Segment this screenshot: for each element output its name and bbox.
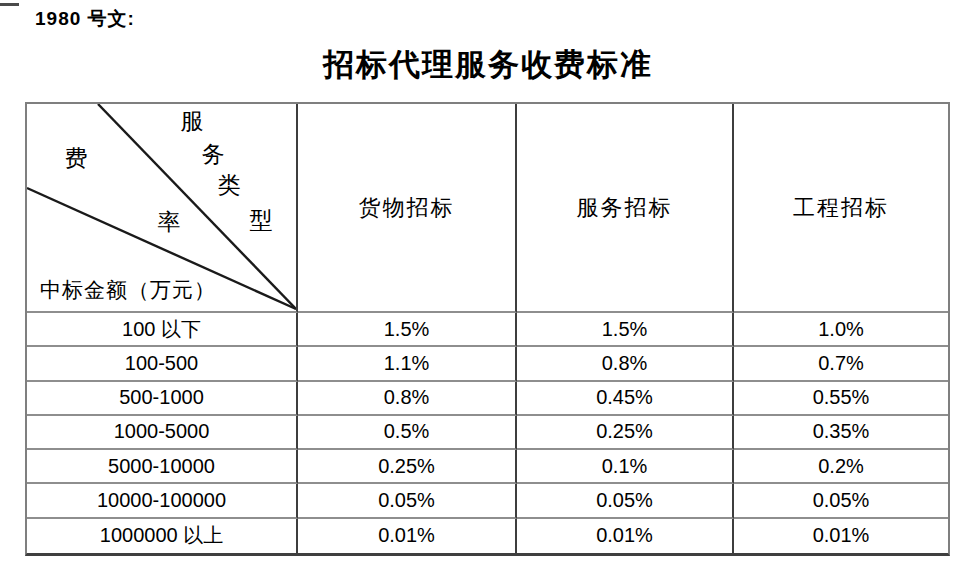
- corner-label-service-type-char: 类: [218, 174, 241, 197]
- amount-range-cell: 1000000 以上: [27, 519, 298, 553]
- works-rate-cell: 0.7%: [734, 347, 948, 381]
- amount-range-cell: 5000-10000: [27, 450, 298, 484]
- amount-range-cell: 100-500: [27, 347, 298, 381]
- column-header-works: 工程招标: [734, 104, 948, 313]
- page-edge-artifact: [0, 3, 19, 6]
- service-rate-cell: 0.1%: [517, 450, 734, 484]
- goods-rate-cell: 0.5%: [298, 416, 517, 450]
- goods-rate-cell: 1.5%: [298, 313, 517, 347]
- corner-label-fee-rate-char: 率: [158, 211, 181, 234]
- service-rate-cell: 0.25%: [517, 416, 734, 450]
- corner-label-fee-rate-char: 费: [65, 147, 88, 170]
- works-rate-cell: 0.2%: [734, 450, 948, 484]
- service-rate-cell: 0.45%: [517, 382, 734, 416]
- goods-rate-cell: 0.25%: [298, 450, 517, 484]
- works-rate-cell: 1.0%: [734, 313, 948, 347]
- works-rate-cell: 0.05%: [734, 484, 948, 518]
- service-rate-cell: 0.8%: [517, 347, 734, 381]
- corner-label-service-type-char: 服: [181, 110, 204, 133]
- goods-rate-cell: 1.1%: [298, 347, 517, 381]
- column-header-goods: 货物招标: [298, 104, 517, 313]
- column-header-service: 服务招标: [517, 104, 734, 313]
- amount-range-cell: 500-1000: [27, 382, 298, 416]
- page-title: 招标代理服务收费标准: [0, 44, 976, 86]
- corner-header-cell: 服 务 类 型 费 率 中标金额（万元）: [27, 104, 298, 313]
- service-rate-cell: 0.05%: [517, 484, 734, 518]
- works-rate-cell: 0.55%: [734, 382, 948, 416]
- goods-rate-cell: 0.8%: [298, 382, 517, 416]
- service-rate-cell: 0.01%: [517, 519, 734, 553]
- doc-number: 1980 号文:: [35, 6, 135, 32]
- works-rate-cell: 0.35%: [734, 416, 948, 450]
- works-rate-cell: 0.01%: [734, 519, 948, 553]
- amount-range-cell: 1000-5000: [27, 416, 298, 450]
- corner-label-bid-amount: 中标金额（万元）: [40, 279, 216, 302]
- corner-label-service-type-char: 务: [202, 143, 225, 166]
- goods-rate-cell: 0.05%: [298, 484, 517, 518]
- service-rate-cell: 1.5%: [517, 313, 734, 347]
- corner-label-service-type-char: 型: [250, 209, 273, 232]
- amount-range-cell: 10000-100000: [27, 484, 298, 518]
- goods-rate-cell: 0.01%: [298, 519, 517, 553]
- fee-standard-table: 服 务 类 型 费 率 中标金额（万元） 货物招标 服务招标 工程招标 100 …: [25, 102, 950, 556]
- amount-range-cell: 100 以下: [27, 313, 298, 347]
